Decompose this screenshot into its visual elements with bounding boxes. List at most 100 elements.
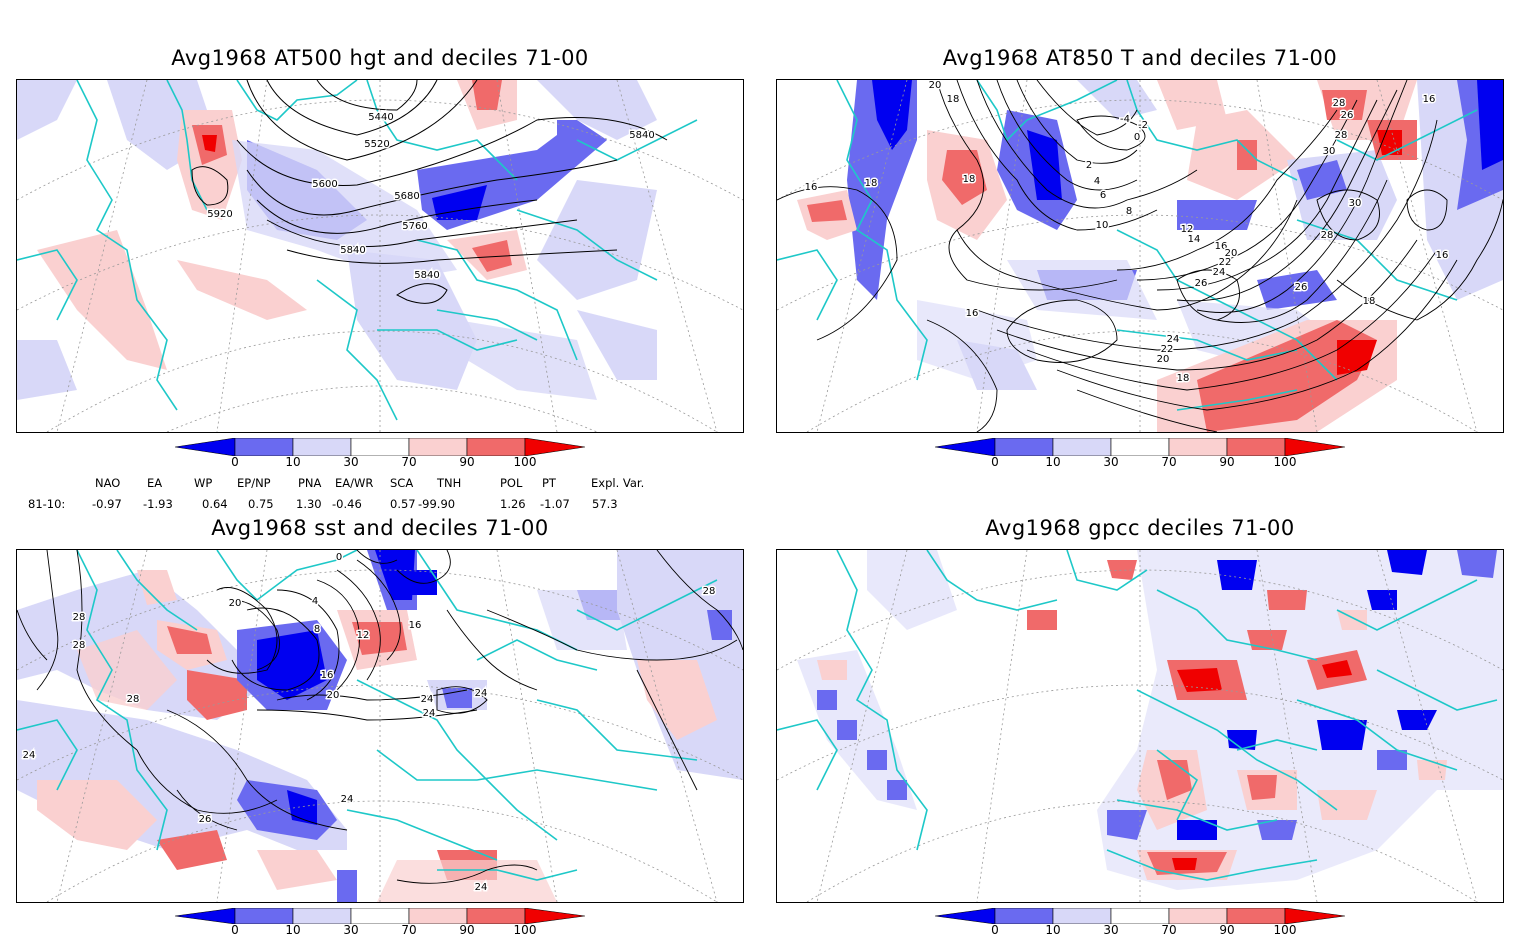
colorbar-tick: 100 (513, 923, 537, 937)
lat-lon-grid (17, 80, 743, 432)
svg-text:8: 8 (1126, 206, 1132, 217)
svg-text:5440: 5440 (368, 112, 393, 123)
svg-text:28: 28 (127, 694, 140, 705)
svg-text:24: 24 (23, 750, 36, 761)
index-header: PT (542, 476, 556, 490)
svg-text:24: 24 (421, 694, 434, 705)
svg-text:24: 24 (475, 688, 488, 699)
lat-lon-grid (777, 550, 1503, 902)
colorbar-tick: 30 (1103, 455, 1119, 469)
map-panel-t850: 20 18 16 18 18 -4 -2 0 2 4 6 8 10 12 14 … (776, 79, 1504, 433)
map-panel-gpcc (776, 549, 1504, 903)
svg-text:24: 24 (1213, 267, 1226, 278)
index-value: -1.07 (540, 497, 570, 511)
colorbar-tick: 0 (991, 455, 999, 469)
svg-text:26: 26 (1195, 278, 1208, 289)
svg-text:2: 2 (1086, 160, 1092, 171)
colorbar-tick: 90 (459, 923, 475, 937)
svg-text:24: 24 (475, 882, 488, 893)
contours (777, 80, 1503, 432)
colorbar-tick: 100 (1273, 923, 1297, 937)
colorbar-tick: 0 (991, 923, 999, 937)
lat-lon-grid (777, 80, 1503, 432)
svg-text:16: 16 (409, 620, 422, 631)
svg-text:8: 8 (314, 624, 320, 635)
panel-title-gpcc: Avg1968 gpcc deciles 71-00 (985, 516, 1295, 540)
colorbar-swatches (174, 437, 586, 457)
svg-text:12: 12 (357, 630, 370, 641)
svg-text:20: 20 (1157, 354, 1170, 365)
contour-labels: 20 18 16 18 18 -4 -2 0 2 4 6 8 10 12 14 … (803, 80, 1450, 386)
svg-text:22: 22 (1161, 344, 1174, 355)
svg-text:6: 6 (1100, 190, 1106, 201)
lat-lon-grid (17, 550, 743, 902)
index-value: 0.57 (390, 497, 416, 511)
contours (17, 550, 743, 884)
colorbar-hgt500: 0 10 30 70 90 100 (174, 437, 586, 478)
svg-text:20: 20 (1225, 248, 1238, 259)
colorbar-tick: 30 (1103, 923, 1119, 937)
svg-text:28: 28 (1321, 230, 1334, 241)
svg-text:24: 24 (341, 794, 354, 805)
svg-text:22: 22 (1219, 257, 1232, 268)
colorbar-tick: 0 (231, 455, 239, 469)
colorbar-tick: 10 (1045, 455, 1061, 469)
svg-text:26: 26 (1341, 110, 1354, 121)
colorbar-t850: 0 10 30 70 90 100 (934, 437, 1346, 478)
index-header: EP/NP (237, 476, 271, 490)
index-header: TNH (437, 476, 462, 490)
colorbar-tick: 0 (231, 923, 239, 937)
svg-text:5840: 5840 (340, 245, 365, 256)
map-sst: 0 4 8 12 16 20 24 28 28 24 20 16 24 24 2… (17, 550, 743, 902)
svg-text:18: 18 (1363, 296, 1376, 307)
svg-text:20: 20 (929, 80, 942, 91)
svg-text:28: 28 (73, 612, 86, 623)
index-value: 0.64 (202, 497, 228, 511)
svg-text:28: 28 (1335, 130, 1348, 141)
svg-text:-2: -2 (1138, 120, 1148, 131)
colorbar-tick: 10 (285, 455, 301, 469)
panel-title-hgt500: Avg1968 AT500 hgt and deciles 71-00 (171, 46, 589, 70)
coastlines (17, 550, 718, 881)
svg-text:5840: 5840 (629, 130, 654, 141)
colorbar-swatches (174, 907, 586, 925)
svg-text:18: 18 (1177, 373, 1190, 384)
index-header: EA/WR (335, 476, 374, 490)
contours (191, 80, 668, 304)
svg-text:26: 26 (1295, 282, 1308, 293)
svg-text:10: 10 (1096, 220, 1109, 231)
index-value: 1.30 (296, 497, 322, 511)
svg-text:26: 26 (199, 814, 212, 825)
svg-text:5520: 5520 (364, 139, 389, 150)
colorbar-tick: 100 (513, 455, 537, 469)
svg-text:28: 28 (1333, 98, 1346, 109)
svg-text:24: 24 (423, 708, 436, 719)
colorbar-tick: 70 (1161, 923, 1177, 937)
index-header: EA (147, 476, 163, 490)
colorbar-tick: 70 (401, 923, 417, 937)
colorbar-tick: 90 (1219, 455, 1235, 469)
svg-text:5600: 5600 (312, 179, 337, 190)
svg-text:16: 16 (1436, 250, 1449, 261)
decile-shading (797, 550, 1503, 890)
panel-title-sst: Avg1968 sst and deciles 71-00 (211, 516, 549, 540)
svg-text:16: 16 (321, 670, 334, 681)
index-header: SCA (390, 476, 414, 490)
coastlines (777, 550, 1498, 881)
svg-text:18: 18 (947, 94, 960, 105)
index-row-label: 81-10: (28, 497, 66, 511)
index-value: -0.97 (92, 497, 122, 511)
contour-labels: 0 4 8 12 16 20 24 28 28 24 20 16 24 24 2… (21, 551, 717, 895)
coastlines (17, 80, 698, 421)
index-value: -0.46 (332, 497, 362, 511)
svg-text:20: 20 (327, 690, 340, 701)
svg-text:4: 4 (312, 596, 318, 607)
svg-text:14: 14 (1188, 234, 1201, 245)
svg-text:12: 12 (1181, 224, 1194, 235)
svg-text:5840: 5840 (414, 270, 439, 281)
colorbar-tick: 70 (401, 455, 417, 469)
svg-text:16: 16 (805, 182, 818, 193)
colorbar-tick: 100 (1273, 455, 1297, 469)
contour-labels: 5440 5520 5600 5680 5760 5840 5920 5840 … (206, 111, 656, 283)
svg-text:16: 16 (1215, 241, 1228, 252)
